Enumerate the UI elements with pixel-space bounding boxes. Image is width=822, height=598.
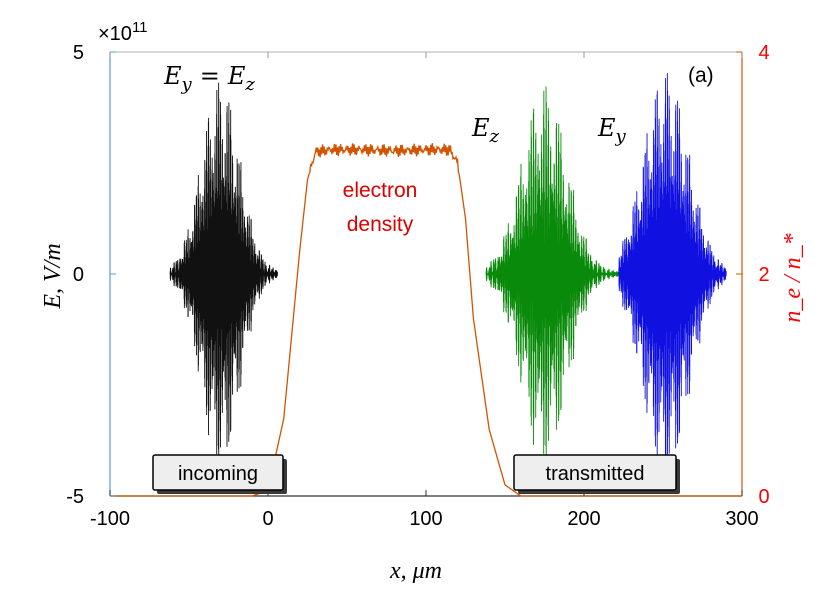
panel-label: (a) xyxy=(688,64,714,87)
series-layer xyxy=(110,73,742,497)
y-right-tick-label: 2 xyxy=(758,264,769,286)
ey-label: Ey xyxy=(597,114,627,147)
y-left-axis-title: E, V/m xyxy=(40,243,66,309)
x-axis-title: x, μm xyxy=(389,558,442,584)
y-right-axis-title: n_e / n_* xyxy=(780,233,806,322)
incoming-box: incoming xyxy=(152,454,287,494)
y-left-tick-label: 5 xyxy=(73,42,84,64)
x-tick-label: -100 xyxy=(90,508,130,530)
x-tick-label: 0 xyxy=(262,508,273,530)
incoming-box-label: incoming xyxy=(178,463,258,485)
y-left-tick-label: 0 xyxy=(73,264,84,286)
ez-label: Ez xyxy=(471,114,500,147)
transmitted-box: transmitted xyxy=(513,454,680,494)
x-tick-label: 100 xyxy=(409,508,442,530)
incoming-field-label: Ey = Ez xyxy=(163,62,255,95)
density-label-line1: electron xyxy=(343,179,418,202)
x-tick-label: 200 xyxy=(567,508,600,530)
electron-density-line xyxy=(110,143,742,497)
transmitted-box-label: transmitted xyxy=(546,463,645,485)
y-left-tick-label: -5 xyxy=(66,486,84,508)
wave-packet-line xyxy=(169,82,278,466)
ticks-layer: -100 0 100 200 300 -5 0 5 0 2 4 xyxy=(66,42,769,530)
y-exponent-power: 11 xyxy=(132,19,148,36)
density-label-line2: density xyxy=(347,213,414,236)
x-tick-label: 300 xyxy=(725,508,758,530)
y-right-tick-label: 0 xyxy=(758,486,769,508)
wave-packet-line xyxy=(485,86,620,462)
y-right-tick-label: 4 xyxy=(758,42,769,64)
y-exponent-label: ×1011 xyxy=(98,19,148,45)
wave-packet-line xyxy=(618,73,727,475)
